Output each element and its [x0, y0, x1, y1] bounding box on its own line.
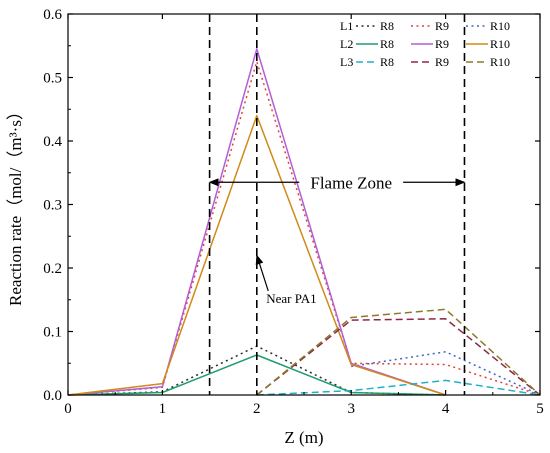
legend-label-l3-r8: R8 — [380, 55, 394, 69]
x-tick-label: 0 — [64, 401, 72, 417]
legend-label-l3-r10: R10 — [490, 55, 510, 69]
series-line-l2-r9 — [67, 48, 446, 396]
x-axis-title: Z (m) — [284, 428, 323, 447]
x-tick-label: 3 — [347, 401, 355, 417]
y-tick-label: 0.3 — [43, 198, 62, 214]
y-tick-label: 0.1 — [43, 325, 62, 341]
y-tick-label: 0.4 — [43, 134, 62, 150]
y-tick-label: 0.5 — [43, 71, 62, 87]
y-tick-label: 0.6 — [43, 7, 62, 23]
x-tick-label: 2 — [253, 401, 261, 417]
legend-label-l2-r8: R8 — [380, 37, 394, 51]
legend-label-l1-r9: R9 — [435, 19, 449, 33]
legend-label-l1-r8: R8 — [380, 19, 394, 33]
series-layer — [67, 48, 541, 396]
legend-row-label-l2: L2 — [340, 37, 353, 51]
near-pa1-label: Near PA1 — [266, 291, 316, 306]
series-line-l1-r9 — [67, 60, 541, 396]
series-line-l2-r8 — [67, 354, 446, 396]
y-tick-label: 0.0 — [43, 388, 62, 404]
x-tick-label: 1 — [159, 401, 167, 417]
x-tick-label: 4 — [442, 401, 450, 417]
flame-zone-label: Flame Zone — [310, 173, 392, 192]
legend-row-label-l1: L1 — [340, 19, 353, 33]
legend-row-label-l3: L3 — [340, 55, 353, 69]
legend-label-l3-r9: R9 — [435, 55, 449, 69]
legend-label-l2-r9: R9 — [435, 37, 449, 51]
flame-zone-boundaries — [208, 14, 466, 395]
series-line-l2-r10 — [67, 114, 446, 396]
near-pa1-arrow — [255, 254, 269, 292]
y-axis-title: Reaction rate（mol/（m³·s） — [6, 103, 25, 306]
legend-label-l1-r10: R10 — [490, 19, 510, 33]
annotations: Flame Zone Near PA1 — [208, 173, 466, 306]
series-line-l3-r10 — [256, 308, 541, 396]
axes: 0 1 2 3 4 5 0.0 0.1 0.2 0.3 0.4 0.5 0.6 Z (m) Reaction… — [6, 7, 544, 447]
legend: L1 R8 R9 R10 L2 R8 R9 R10 L3 R8 R9 R10 — [340, 19, 510, 69]
x-tick-label: 5 — [536, 401, 544, 417]
series-line-l3-r9 — [256, 318, 541, 396]
legend-label-l2-r10: R10 — [490, 37, 510, 51]
y-tick-label: 0.2 — [43, 261, 62, 277]
